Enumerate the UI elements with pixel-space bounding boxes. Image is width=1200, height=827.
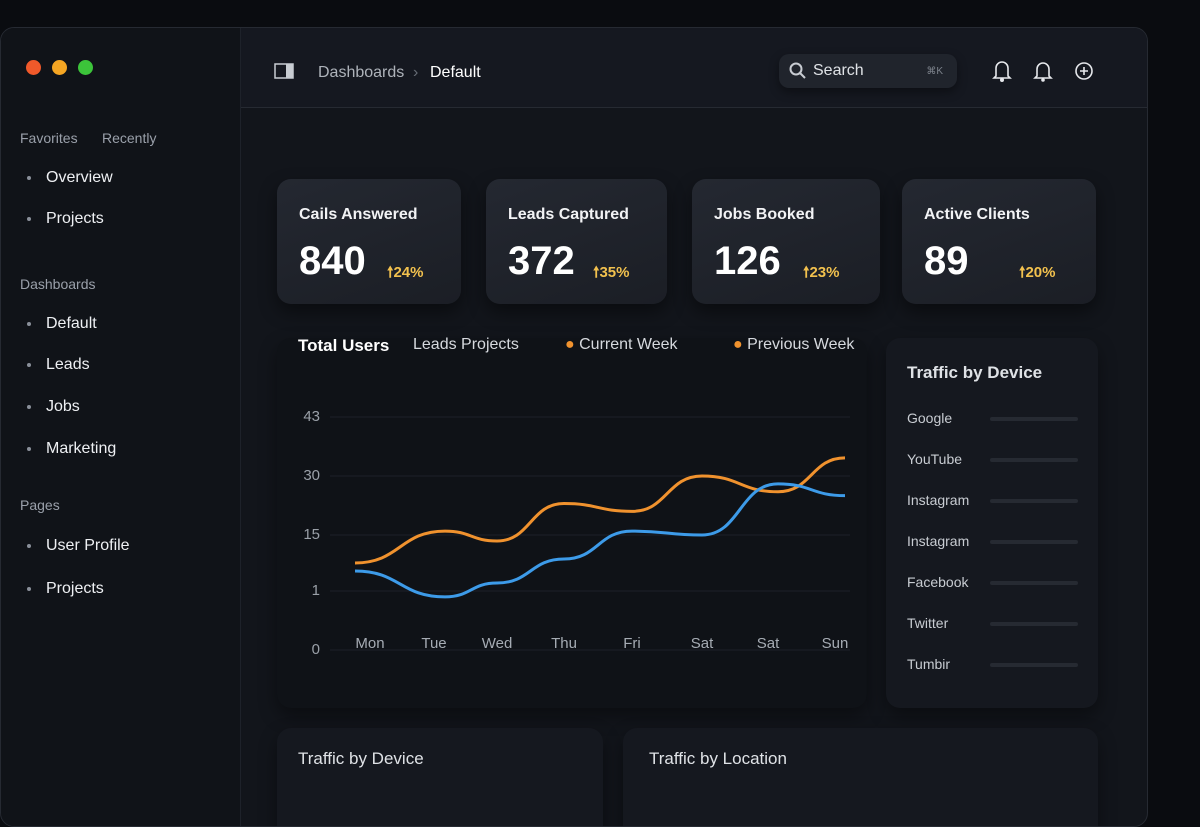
search-icon [789,62,806,79]
x-tick-label: Thu [551,635,577,652]
x-tick-label: Mon [355,635,385,652]
series-line-current-week [354,456,846,565]
chart-title: Total Users [298,336,390,355]
y-tick-label: 43 [303,408,320,425]
traffic-source-label: Tumbir [907,656,951,672]
breadcrumb-dashboards[interactable]: Dashboards [318,64,405,81]
sidebar-item-leads[interactable]: Leads [27,356,90,374]
tab-recently[interactable]: Recently [102,130,157,146]
total-users-panel [277,338,867,708]
traffic-bar [990,499,1078,503]
stat-card-leads[interactable]: Leads Captured 372 🠕35% [486,179,667,304]
line-chart [330,416,850,651]
traffic-bar [990,581,1078,585]
x-tick-label: Sat [756,635,780,652]
chart-subtitle[interactable]: Leads Projects [413,336,519,353]
breadcrumb-separator: › [413,64,419,81]
traffic-source-label: Facebook [907,574,969,590]
y-tick-label: 30 [303,467,320,484]
search-placeholder: Search [813,62,864,79]
traffic-device-panel [886,338,1098,708]
minimize-button[interactable] [52,60,67,75]
bell-icon[interactable] [1033,61,1053,83]
maximize-button[interactable] [78,60,93,75]
stat-delta: 🠕24% [387,264,424,281]
x-tick-label: Sun [821,635,849,652]
section-dashboards: Dashboards [20,276,96,292]
traffic-source-label: Google [907,410,953,426]
sidebar-item-jobs[interactable]: Jobs [27,398,80,416]
stat-delta: 🠕35% [593,264,630,281]
x-tick-label: Tue [421,635,447,652]
traffic-bar [990,622,1078,626]
sidebar-item-projects-page[interactable]: Projects [27,580,104,598]
stat-value: 126 [714,239,781,283]
traffic-bar [990,458,1078,462]
series-line-previous-week [354,482,846,599]
sidebar-toggle-icon[interactable] [274,63,294,79]
sidebar-item-projects[interactable]: Projects [27,210,104,228]
legend-current-week[interactable]: ● Current Week [565,336,678,353]
traffic-bar [990,417,1078,421]
legend-previous-week[interactable]: ● Previous Week [733,336,855,353]
sidebar-item-marketing[interactable]: Marketing [27,440,116,458]
search-input[interactable]: Search ⌘K [779,54,957,88]
sidebar-item-default[interactable]: Default [27,315,97,333]
stat-value: 89 [924,239,969,283]
stat-card-jobs[interactable]: Jobs Booked 126 🠕23% [692,179,880,304]
y-tick-label: 15 [303,526,320,543]
stat-value: 840 [299,239,366,283]
traffic-source-label: Instagram [907,492,970,508]
breadcrumb-default: Default [430,64,481,81]
traffic-title: Traffic by Device [907,363,1043,382]
stat-card-calls[interactable]: Cails Answered 840 🠕24% [277,179,461,304]
section-pages: Pages [20,497,60,513]
sidebar-item-user-profile[interactable]: User Profile [27,537,130,555]
x-tick-label: Sat [690,635,714,652]
x-tick-label: Fri [623,635,641,652]
add-circle-icon[interactable] [1074,61,1094,81]
traffic-source-label: Twitter [907,615,949,631]
traffic-source-label: YouTube [907,451,963,467]
stat-title: Leads Captured [508,206,629,223]
bell-icon[interactable] [991,59,1013,83]
sidebar: Favorites Recently Overview Projects Das… [1,28,241,826]
stat-title: Jobs Booked [714,206,815,223]
top-bar: Dashboards › Default Search ⌘K [241,28,1147,108]
y-tick-label: 0 [311,641,320,658]
bottom-right-title: Traffic by Location [649,749,787,768]
stat-delta: 🠕23% [803,264,840,281]
traffic-bar [990,540,1078,544]
stat-card-clients[interactable]: Active Clients 89 🠕20% [902,179,1096,304]
x-tick-label: Wed [481,635,513,652]
traffic-source-label: Instagram [907,533,970,549]
tab-favorites[interactable]: Favorites [20,130,78,146]
app-window: Favorites Recently Overview Projects Das… [0,27,1148,827]
stat-title: Cails Answered [299,206,418,223]
search-shortcut: ⌘K [926,65,943,77]
y-tick-label: 1 [311,582,320,599]
traffic-bar [990,663,1078,667]
bottom-left-title: Traffic by Device [298,749,424,768]
sidebar-item-overview[interactable]: Overview [27,169,113,187]
stat-title: Active Clients [924,206,1030,223]
stat-delta: 🠕20% [1019,264,1056,281]
close-button[interactable] [26,60,41,75]
stat-value: 372 [508,239,575,283]
